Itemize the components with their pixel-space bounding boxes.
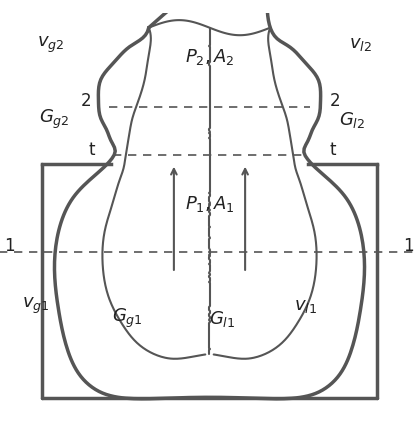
- Text: $v_{l1}$: $v_{l1}$: [295, 297, 317, 316]
- Text: $G_{l2}$: $G_{l2}$: [339, 110, 365, 130]
- Text: t: t: [330, 141, 336, 159]
- Text: 2: 2: [80, 92, 91, 110]
- Text: 1: 1: [403, 237, 414, 255]
- Text: $G_{g1}$: $G_{g1}$: [112, 307, 143, 331]
- Text: $v_{g2}$: $v_{g2}$: [36, 34, 64, 55]
- Text: $G_{l1}$: $G_{l1}$: [209, 309, 235, 329]
- Text: t: t: [88, 141, 95, 159]
- Text: $v_{g1}$: $v_{g1}$: [22, 296, 49, 316]
- Text: $P_2, A_2$: $P_2, A_2$: [185, 47, 234, 67]
- Text: $v_{l2}$: $v_{l2}$: [349, 36, 372, 53]
- Text: $P_1, A_1$: $P_1, A_1$: [185, 194, 234, 214]
- Text: 1: 1: [4, 237, 15, 255]
- Text: 2: 2: [330, 92, 341, 110]
- Text: $G_{g2}$: $G_{g2}$: [39, 108, 70, 131]
